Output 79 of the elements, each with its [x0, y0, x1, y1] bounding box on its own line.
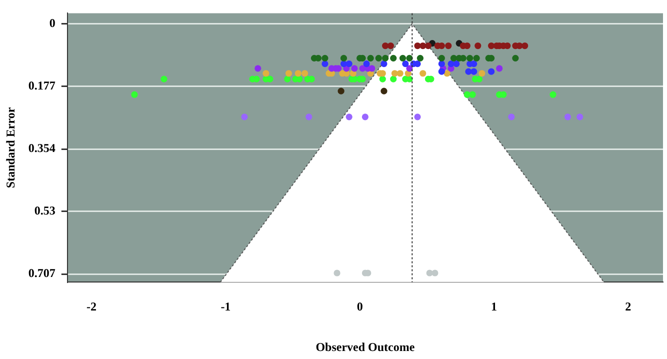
- point: [438, 68, 445, 75]
- point: [387, 42, 394, 50]
- y-tick-label: 0.707: [28, 266, 56, 280]
- point: [346, 60, 352, 68]
- point: [382, 42, 389, 50]
- point: [564, 114, 572, 120]
- point: [284, 76, 291, 82]
- point: [414, 60, 421, 68]
- point: [445, 42, 452, 50]
- point: [375, 54, 382, 62]
- point: [363, 60, 370, 68]
- point: [391, 70, 398, 77]
- point: [379, 76, 386, 82]
- point: [382, 54, 389, 62]
- point: [322, 54, 328, 62]
- y-tick-label: 0.177: [28, 78, 56, 93]
- point: [160, 76, 168, 82]
- point: [478, 70, 486, 77]
- point: [469, 91, 476, 98]
- point: [390, 76, 397, 82]
- x-axis-title: Observed Outcome: [316, 340, 416, 354]
- point: [306, 114, 312, 120]
- point: [576, 114, 584, 120]
- y-tick-label: 0: [49, 16, 56, 30]
- point: [473, 54, 480, 62]
- point: [496, 65, 503, 72]
- point: [368, 65, 376, 72]
- point: [450, 54, 458, 62]
- x-tick-label: 1: [490, 299, 497, 314]
- point: [414, 114, 421, 120]
- point: [438, 60, 445, 68]
- y-axis-title: Standard Error: [3, 106, 18, 188]
- point: [346, 114, 352, 120]
- point: [351, 65, 358, 72]
- point: [416, 54, 424, 62]
- point: [262, 70, 270, 77]
- x-tick-label: 0: [356, 299, 363, 314]
- point: [550, 91, 556, 98]
- point: [396, 70, 404, 77]
- point: [362, 114, 368, 120]
- y-tick-label: 0.354: [28, 141, 56, 156]
- y-tick-label: 0.53: [34, 204, 56, 218]
- point: [470, 68, 478, 75]
- point: [420, 70, 426, 77]
- point: [380, 88, 388, 94]
- point: [504, 42, 511, 50]
- point: [522, 42, 528, 50]
- point: [285, 70, 292, 77]
- point: [500, 91, 507, 98]
- point: [380, 60, 388, 68]
- point: [241, 114, 248, 120]
- point: [294, 70, 302, 77]
- point: [424, 42, 432, 50]
- x-tick-label: -2: [86, 299, 97, 314]
- point: [508, 114, 515, 120]
- point: [453, 60, 460, 68]
- point: [512, 54, 519, 62]
- point: [302, 70, 308, 77]
- point: [488, 42, 495, 50]
- point: [470, 60, 478, 68]
- x-tick-label: -1: [220, 299, 231, 314]
- point: [402, 60, 409, 68]
- point: [432, 270, 438, 276]
- point: [390, 54, 397, 62]
- point: [131, 91, 138, 98]
- point: [488, 68, 495, 75]
- point: [338, 88, 344, 94]
- point: [466, 54, 474, 62]
- point: [438, 54, 445, 62]
- point: [254, 65, 262, 72]
- point: [367, 54, 374, 62]
- point: [399, 54, 406, 62]
- point: [444, 70, 450, 77]
- point: [406, 54, 413, 62]
- point: [334, 270, 340, 276]
- point: [340, 54, 348, 62]
- point: [474, 42, 482, 50]
- x-tick-label: 2: [625, 299, 632, 314]
- point: [322, 60, 328, 68]
